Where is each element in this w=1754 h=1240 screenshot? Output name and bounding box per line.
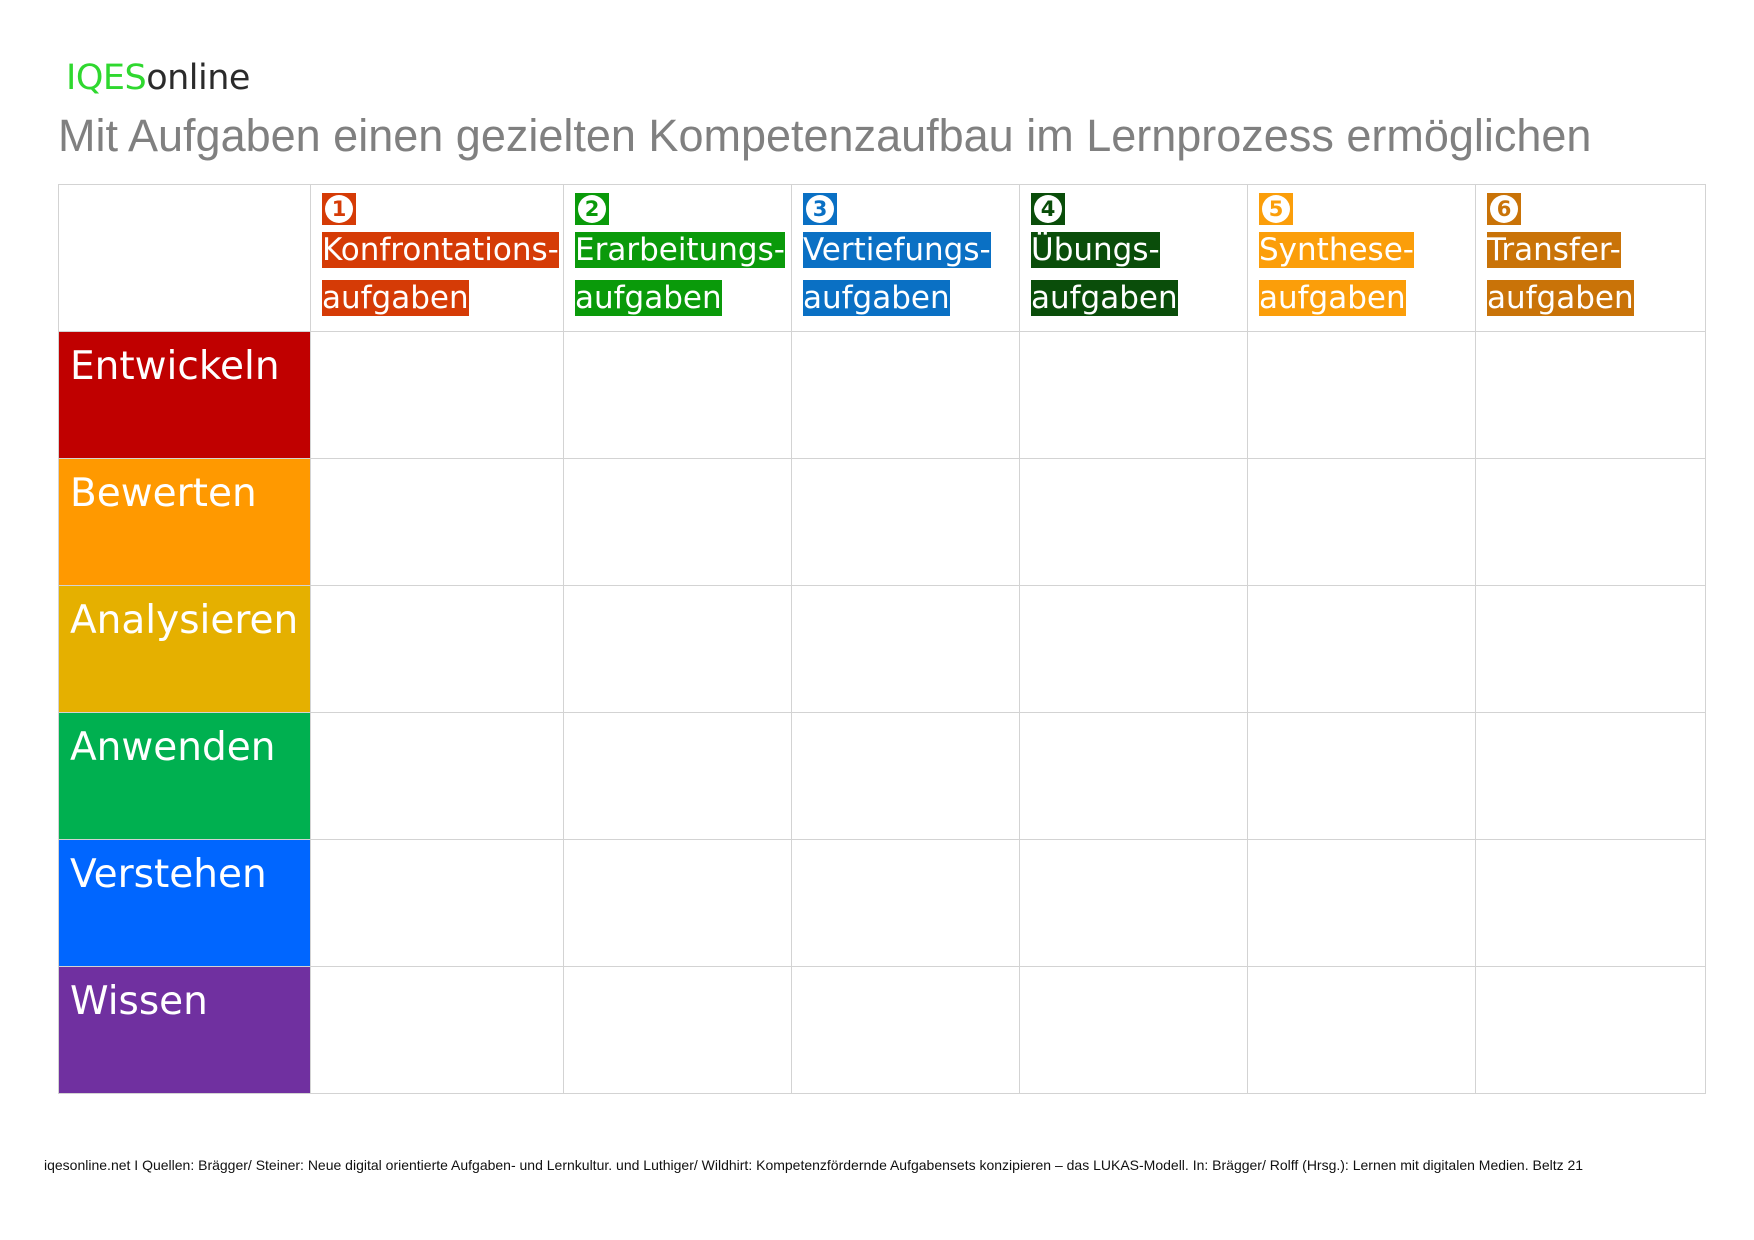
matrix-row: Entwickeln <box>58 331 1706 459</box>
matrix-cell <box>791 839 1020 967</box>
column-label-line1: Synthese- <box>1259 232 1414 268</box>
page-title: Mit Aufgaben einen gezielten Kompetenzau… <box>58 110 1592 161</box>
row-header: Wissen <box>58 966 311 1094</box>
corner-cell <box>58 184 311 332</box>
column-label-line1: Erarbeitungs- <box>575 232 785 268</box>
step-number-badge: 3 <box>803 193 837 225</box>
matrix-cell <box>310 966 564 1094</box>
brand-logo-part1: IQES <box>66 58 147 98</box>
matrix-cell <box>1247 966 1476 1094</box>
matrix-cell <box>1019 712 1248 840</box>
row-header: Anwenden <box>58 712 311 840</box>
column-label-line2: aufgaben <box>803 280 950 316</box>
column-header-row: 1 Konfrontations-aufgaben 2 Erarbeitungs-a… <box>58 184 1706 332</box>
matrix-cell <box>310 839 564 967</box>
matrix-cell <box>563 839 792 967</box>
matrix-row: Anwenden <box>58 712 1706 840</box>
row-label: Entwickeln <box>70 344 280 389</box>
matrix-cell <box>563 331 792 459</box>
matrix-cell <box>791 966 1020 1094</box>
matrix-row: Analysieren <box>58 585 1706 713</box>
column-label-line2: aufgaben <box>1259 280 1406 316</box>
matrix-cell <box>791 331 1020 459</box>
matrix-cell <box>1019 458 1248 586</box>
matrix-cell <box>791 458 1020 586</box>
matrix-cell <box>1247 458 1476 586</box>
row-header: Entwickeln <box>58 331 311 459</box>
matrix-cell <box>310 585 564 713</box>
matrix-cell <box>563 966 792 1094</box>
matrix-cell <box>1247 585 1476 713</box>
row-label: Bewerten <box>70 471 257 516</box>
step-number-badge: 5 <box>1259 193 1293 225</box>
row-header: Analysieren <box>58 585 311 713</box>
column-header: 6 Transfer-aufgaben <box>1475 184 1706 332</box>
step-number: 3 <box>806 195 834 223</box>
column-label-line1: Vertiefungs- <box>803 232 991 268</box>
column-label-line1: Übungs- <box>1031 232 1160 268</box>
matrix-cell <box>1475 712 1706 840</box>
matrix-cell <box>1475 331 1706 459</box>
matrix-cell <box>1247 712 1476 840</box>
step-number: 6 <box>1490 195 1518 223</box>
column-label-line1: Konfrontations- <box>322 232 559 268</box>
step-number: 4 <box>1034 195 1062 223</box>
column-label-line2: aufgaben <box>322 280 469 316</box>
step-number-badge: 4 <box>1031 193 1065 225</box>
matrix-cell <box>1475 966 1706 1094</box>
matrix-cell <box>563 712 792 840</box>
matrix-cell <box>791 712 1020 840</box>
matrix-cell <box>1019 585 1248 713</box>
matrix-cell <box>1475 839 1706 967</box>
column-label-line2: aufgaben <box>575 280 722 316</box>
matrix-row: Verstehen <box>58 839 1706 967</box>
row-header: Bewerten <box>58 458 311 586</box>
step-number-badge: 2 <box>575 193 609 225</box>
matrix-row: Bewerten <box>58 458 1706 586</box>
competence-matrix: 1 Konfrontations-aufgaben 2 Erarbeitungs-a… <box>58 184 1706 1094</box>
matrix-cell <box>1247 331 1476 459</box>
matrix-cell <box>1475 585 1706 713</box>
row-label: Analysieren <box>70 598 299 643</box>
row-header: Verstehen <box>58 839 311 967</box>
matrix-cell <box>310 712 564 840</box>
column-header: 4 Übungs-aufgaben <box>1019 184 1248 332</box>
column-header: 3 Vertiefungs-aufgaben <box>791 184 1020 332</box>
column-header: 1 Konfrontations-aufgaben <box>310 184 564 332</box>
step-number: 5 <box>1262 195 1290 223</box>
row-label: Verstehen <box>70 852 267 897</box>
matrix-cell <box>1019 966 1248 1094</box>
step-number: 2 <box>578 195 606 223</box>
column-header: 2 Erarbeitungs-aufgaben <box>563 184 792 332</box>
row-label: Anwenden <box>70 725 276 770</box>
column-label-line2: aufgaben <box>1031 280 1178 316</box>
step-number-badge: 6 <box>1487 193 1521 225</box>
matrix-row: Wissen <box>58 966 1706 1094</box>
matrix-cell <box>563 458 792 586</box>
step-number: 1 <box>325 195 353 223</box>
row-label: Wissen <box>70 979 208 1024</box>
matrix-cell <box>1019 839 1248 967</box>
matrix-cell <box>563 585 792 713</box>
step-number-badge: 1 <box>322 193 356 225</box>
matrix-cell <box>310 331 564 459</box>
matrix-cell <box>1247 839 1476 967</box>
footer-sources: iqesonline.net I Quellen: Brägger/ Stein… <box>44 1157 1584 1173</box>
matrix-cell <box>1019 331 1248 459</box>
matrix-cell <box>310 458 564 586</box>
matrix-cell <box>791 585 1020 713</box>
column-header: 5 Synthese-aufgaben <box>1247 184 1476 332</box>
brand-logo-part2: online <box>146 58 250 98</box>
column-label-line2: aufgaben <box>1487 280 1634 316</box>
matrix-cell <box>1475 458 1706 586</box>
column-label-line1: Transfer- <box>1487 232 1621 268</box>
brand-logo: IQESonline <box>66 58 250 98</box>
